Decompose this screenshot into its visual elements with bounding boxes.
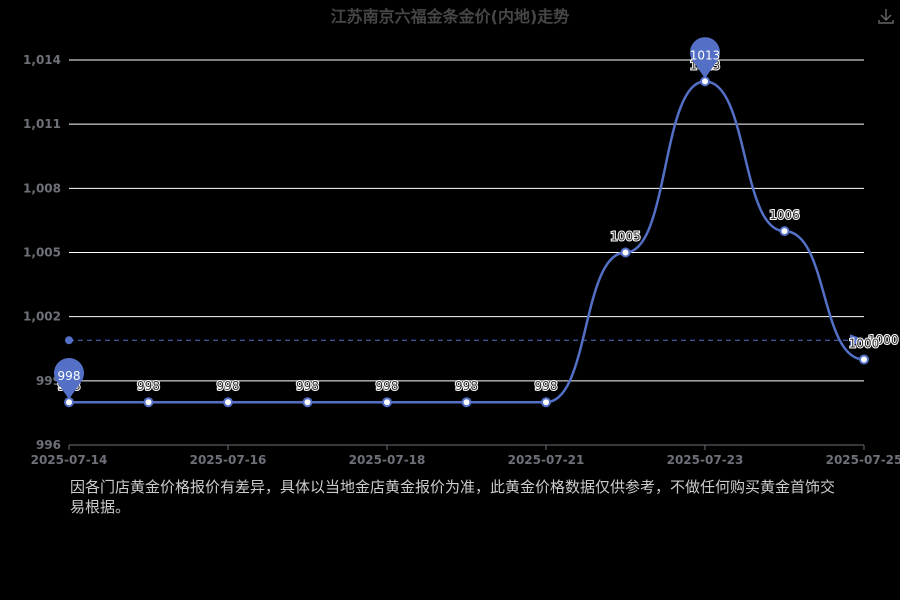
price-series-line bbox=[69, 80, 865, 404]
svg-text:1013: 1013 bbox=[690, 48, 721, 62]
data-point[interactable] bbox=[461, 397, 472, 408]
x-tick-label: 2025-07-21 bbox=[508, 453, 585, 467]
x-tick-label: 2025-07-16 bbox=[190, 453, 267, 467]
y-tick-label: 1,011 bbox=[23, 117, 61, 131]
y-tick-label: 1,005 bbox=[23, 246, 61, 260]
data-label: 998 bbox=[535, 379, 558, 393]
data-point[interactable] bbox=[859, 354, 869, 365]
data-point[interactable] bbox=[302, 397, 313, 408]
data-point[interactable] bbox=[620, 247, 631, 258]
y-tick-label: 1,002 bbox=[23, 310, 61, 324]
data-label: 1000 bbox=[849, 336, 880, 350]
svg-text:998: 998 bbox=[58, 369, 81, 383]
x-tick-label: 2025-07-25 bbox=[826, 453, 900, 467]
data-label: 998 bbox=[296, 379, 319, 393]
y-tick-label: 1,008 bbox=[23, 181, 61, 195]
data-point[interactable] bbox=[541, 397, 551, 408]
mark-points: 998 1013 bbox=[54, 37, 721, 400]
x-tick-label: 2025-07-23 bbox=[667, 453, 744, 467]
x-tick-label: 2025-07-18 bbox=[349, 453, 426, 467]
data-label: 998 bbox=[217, 379, 240, 393]
disclaimer-note: 因各门店黄金价格报价有差异，具体以当地金店黄金报价为准，此黄金价格数据仅供参考，… bbox=[70, 478, 836, 516]
x-axis: 2025-07-14 2025-07-16 2025-07-18 2025-07-21… bbox=[31, 444, 900, 467]
data-label: 998 bbox=[137, 379, 160, 393]
mark-line-arrow-icon bbox=[850, 334, 866, 347]
chart-title: 江苏南京六福金条金价(内地)走势 bbox=[330, 7, 570, 26]
data-point[interactable] bbox=[143, 397, 154, 408]
x-tick-label: 2025-07-14 bbox=[31, 453, 108, 467]
y-tick-label: 1,014 bbox=[23, 53, 61, 67]
data-label: 1005 bbox=[610, 230, 641, 244]
data-labels: 9989989989989989989981005101310061000 bbox=[57, 57, 881, 394]
download-button[interactable] bbox=[876, 6, 896, 26]
max-mark-pin: 1013 bbox=[690, 37, 721, 79]
mark-line-label: 1000 bbox=[868, 333, 899, 347]
download-icon bbox=[878, 9, 894, 24]
data-label: 1006 bbox=[769, 208, 800, 222]
data-points bbox=[64, 76, 869, 408]
y-grid-lines bbox=[69, 59, 864, 382]
data-point[interactable] bbox=[64, 397, 74, 408]
min-mark-pin: 998 bbox=[54, 358, 84, 400]
data-label: 998 bbox=[376, 379, 399, 393]
average-mark-line: 1000 bbox=[65, 332, 900, 348]
data-point[interactable] bbox=[779, 226, 790, 237]
data-point[interactable] bbox=[382, 397, 392, 408]
data-point[interactable] bbox=[223, 397, 233, 408]
y-tick-label: 996 bbox=[36, 438, 61, 452]
data-label: 998 bbox=[455, 379, 478, 393]
data-point[interactable] bbox=[700, 76, 710, 87]
